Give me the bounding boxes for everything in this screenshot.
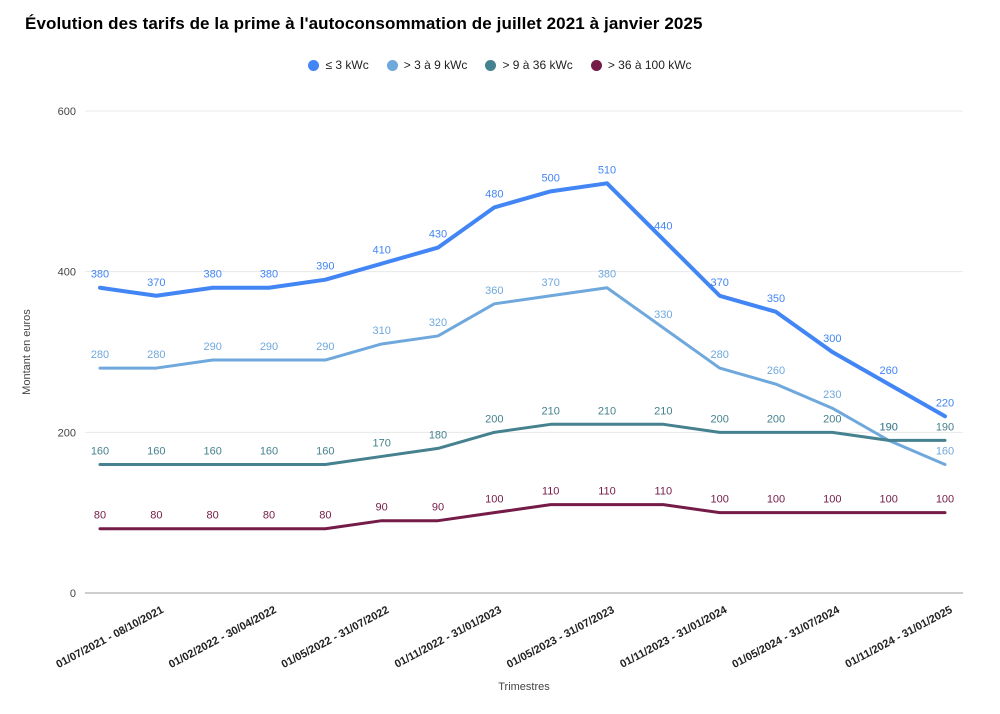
legend-item: ≤ 3 kWc [308,58,369,72]
y-tick-label: 400 [58,267,76,279]
data-label: 200 [710,413,728,425]
data-label: 80 [94,510,106,522]
data-label: 110 [655,486,673,498]
data-label: 180 [429,429,447,441]
legend-dot-icon [485,59,497,71]
legend: ≤ 3 kWc > 3 à 9 kWc > 9 à 36 kWc > 36 à 100… [0,58,1000,72]
legend-item: > 3 à 9 kWc [386,58,468,72]
y-tick-label: 600 [58,106,76,118]
data-label: 300 [823,333,841,345]
data-label: 210 [598,405,616,417]
data-label: 230 [823,389,841,401]
x-axis-title: Trimestres [498,681,550,693]
data-label: 170 [372,437,390,449]
data-label: 100 [767,494,785,506]
data-label: 160 [936,445,954,457]
data-label: 110 [598,486,616,498]
data-label: 350 [767,293,785,305]
data-label: 280 [710,349,728,361]
data-label: 210 [541,405,559,417]
data-label: 160 [316,445,334,457]
data-label: 80 [319,510,331,522]
data-label: 410 [372,245,390,257]
series-line-0 [98,181,947,419]
data-label: 390 [316,261,334,273]
x-tick-label: 01/11/2022 - 31/01/2023 [393,604,504,671]
data-label: 200 [823,413,841,425]
data-label: 80 [150,510,162,522]
data-label: 100 [485,494,503,506]
data-label: 360 [485,285,503,297]
legend-label: > 3 à 9 kWc [403,58,468,72]
data-label: 90 [432,502,444,514]
data-label: 160 [91,445,109,457]
data-label: 370 [541,277,559,289]
legend-label: > 36 à 100 kWc [607,58,692,72]
y-axis-title: Montant en euros [21,309,33,395]
series-line-2 [98,422,947,466]
x-tick-label: 01/05/2022 - 31/07/2022 [280,604,391,671]
legend-dot-icon [590,59,602,71]
x-tick-label: 01/05/2024 - 31/07/2024 [730,604,842,671]
data-label: 80 [263,510,275,522]
data-label: 210 [654,405,672,417]
data-label: 380 [203,269,221,281]
data-label: 290 [203,341,221,353]
data-label: 310 [372,325,390,337]
data-label: 330 [654,309,672,321]
data-label: 260 [767,365,785,377]
data-label: 280 [147,349,165,361]
data-label: 320 [429,317,447,329]
data-label: 190 [879,421,897,433]
data-label: 500 [541,172,559,184]
x-tick-label: 01/07/2021 - 08/10/2021 [54,604,165,671]
data-label: 370 [147,277,165,289]
data-label: 110 [542,486,560,498]
y-tick-label: 200 [58,427,76,439]
y-tick-label: 0 [70,588,76,600]
legend-label: ≤ 3 kWc [325,58,369,72]
x-tick-label: 01/11/2024 - 31/01/2025 [843,604,954,671]
data-label: 100 [710,494,728,506]
data-label: 430 [429,229,447,241]
data-label: 190 [879,421,897,433]
data-label: 380 [260,269,278,281]
legend-item: > 36 à 100 kWc [590,58,692,72]
chart-title: Évolution des tarifs de la prime à l'aut… [25,14,703,33]
legend-dot-icon [308,59,320,71]
data-label: 290 [316,341,334,353]
data-label: 440 [654,221,672,233]
data-label: 190 [936,421,954,433]
data-label: 90 [376,502,388,514]
data-label: 380 [91,269,109,281]
data-label: 290 [260,341,278,353]
data-label: 100 [879,494,897,506]
data-label: 380 [598,269,616,281]
data-label: 100 [936,494,954,506]
x-tick-label: 01/02/2022 - 30/04/2022 [167,604,278,671]
x-tick-label: 01/11/2023 - 31/01/2024 [618,604,730,671]
data-label: 80 [207,510,219,522]
data-label: 280 [91,349,109,361]
data-label: 200 [485,413,503,425]
data-label: 160 [147,445,165,457]
data-label: 200 [767,413,785,425]
data-label: 260 [879,365,897,377]
legend-dot-icon [386,59,398,71]
legend-label: > 9 à 36 kWc [502,58,573,72]
x-tick-label: 01/05/2023 - 31/07/2023 [505,604,616,671]
data-label: 160 [260,445,278,457]
data-label: 160 [203,445,221,457]
data-label: 510 [598,164,616,176]
data-label: 220 [936,397,954,409]
series-line-1 [98,286,947,466]
legend-item: > 9 à 36 kWc [485,58,573,72]
data-label: 100 [823,494,841,506]
data-label: 480 [485,188,503,200]
series-line-3 [98,503,947,531]
data-label: 370 [710,277,728,289]
